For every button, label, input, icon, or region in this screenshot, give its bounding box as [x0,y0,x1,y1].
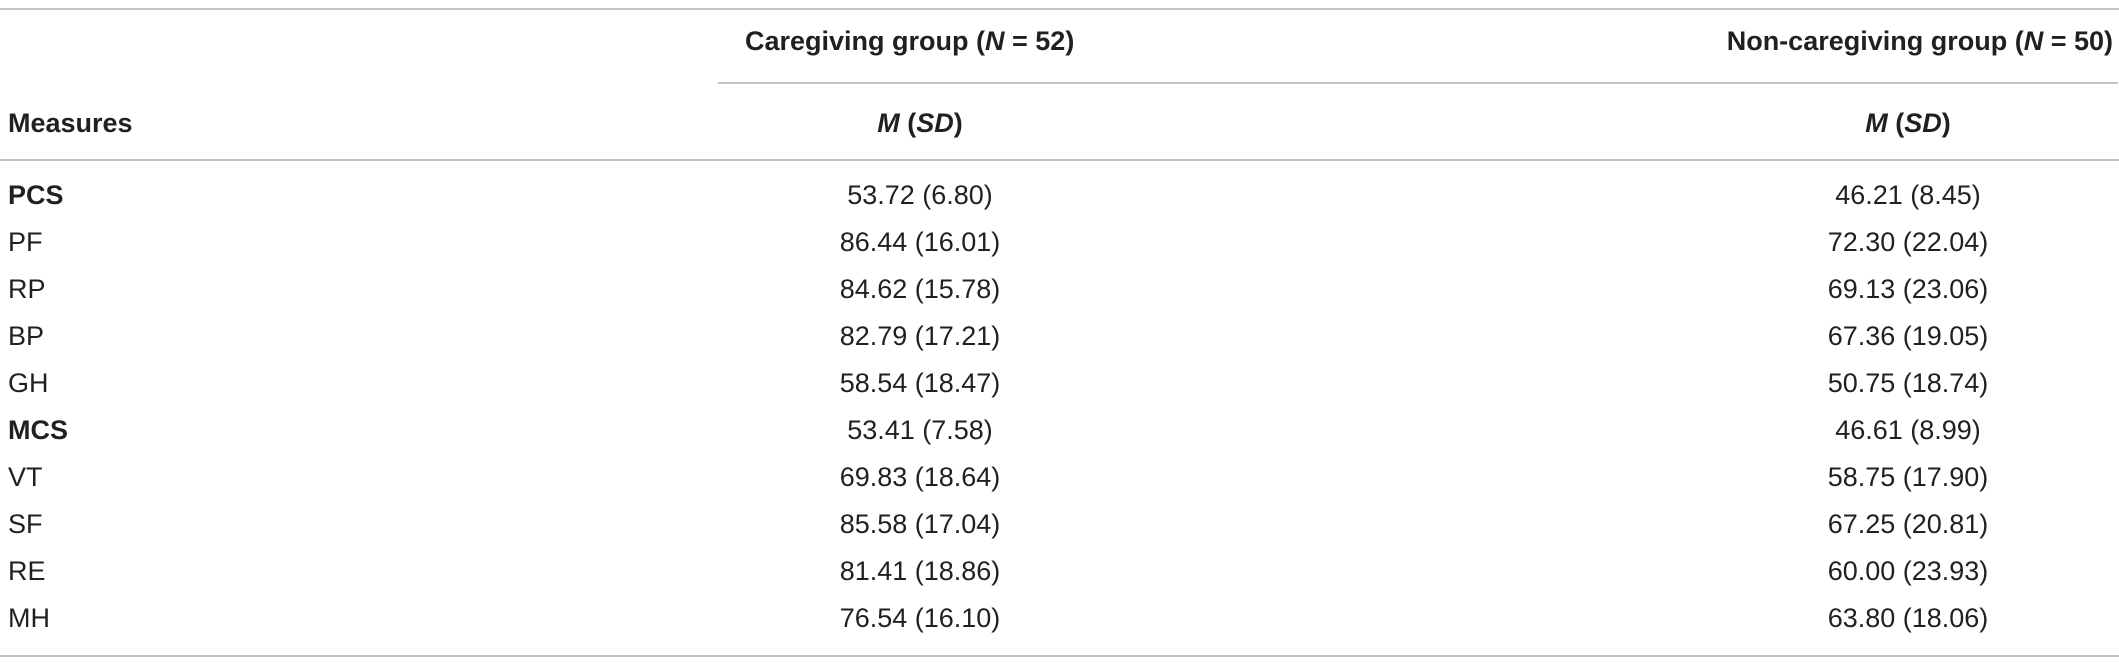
noncaregiving-value-cell: 67.25 (20.81) [1827,509,1989,539]
noncaregiving-value-cell: 50.75 (18.74) [1827,368,1989,398]
caregiving-value-cell: 53.41 (7.58) [847,415,993,445]
noncaregiving-value-cell: 46.61 (8.99) [1835,415,1981,445]
noncaregiving-value-cell: 46.21 (8.45) [1835,180,1981,210]
table-row: RP 84.62 (15.78) 69.13 (23.06) [0,264,2119,311]
caregiving-stat-open: ( [899,108,917,138]
caregiving-value-cell: 81.41 (18.86) [839,556,1001,586]
caregiving-stat-m: M [877,108,900,138]
noncaregiving-stat-m: M [1865,108,1888,138]
table-row: BP 82.79 (17.21) 67.36 (19.05) [0,311,2119,358]
caregiving-stat-sd: SD [916,108,954,138]
measure-cell: BP [8,321,45,351]
caregiving-value-cell: 53.72 (6.80) [847,180,993,210]
caregiving-value-cell: 86.44 (16.01) [839,227,1001,257]
top-rule [0,8,2119,10]
header-bottom-rule [0,159,2119,161]
table-row: GH 58.54 (18.47) 50.75 (18.74) [0,358,2119,405]
noncaregiving-value-cell: 58.75 (17.90) [1827,462,1989,492]
measure-cell: MH [8,603,50,633]
measure-cell: PF [8,227,43,257]
table-row: MH 76.54 (16.10) 63.80 (18.06) [0,593,2119,640]
caregiving-value-cell: 69.83 (18.64) [839,462,1001,492]
caregiving-stat-close: ) [953,108,963,138]
table-row: SF 85.58 (17.04) 67.25 (20.81) [0,499,2119,546]
noncaregiving-group-label: Non-caregiving group ( [1726,26,2024,56]
caregiving-value-cell: 82.79 (17.21) [839,321,1001,351]
measure-cell: SF [8,509,43,539]
noncaregiving-n-value: = 50) [2043,26,2113,56]
table-row: PCS 53.72 (6.80) 46.21 (8.45) [0,170,2119,217]
measure-cell: PCS [8,180,64,210]
caregiving-n-value: = 52) [1004,26,1075,56]
noncaregiving-group-header: Non-caregiving group (N = 50) [1727,26,2113,57]
noncaregiving-stat-open: ( [1887,108,1905,138]
caregiving-value-cell: 84.62 (15.78) [839,274,1001,304]
measure-cell: MCS [8,415,68,445]
noncaregiving-value-cell: 72.30 (22.04) [1827,227,1989,257]
noncaregiving-n-symbol: N [2023,26,2044,56]
table-row: PF 86.44 (16.01) 72.30 (22.04) [0,217,2119,264]
table-row: RE 81.41 (18.86) 60.00 (23.93) [0,546,2119,593]
measures-header: Measures [8,108,133,138]
caregiving-group-header: Caregiving group (N = 52) [745,26,1074,57]
table-row: MCS 53.41 (7.58) 46.61 (8.99) [0,405,2119,452]
noncaregiving-stat-sd: SD [1904,108,1942,138]
caregiving-group-label: Caregiving group ( [745,26,986,56]
caregiving-value-cell: 58.54 (18.47) [839,368,1001,398]
table-row: VT 69.83 (18.64) 58.75 (17.90) [0,452,2119,499]
group-header-rule [718,82,2118,84]
noncaregiving-value-cell: 60.00 (23.93) [1827,556,1989,586]
noncaregiving-value-cell: 63.80 (18.06) [1827,603,1989,633]
measure-cell: RE [8,556,46,586]
noncaregiving-value-cell: 69.13 (23.06) [1827,274,1989,304]
caregiving-value-cell: 85.58 (17.04) [839,509,1001,539]
measure-cell: VT [8,462,43,492]
noncaregiving-value-cell: 67.36 (19.05) [1827,321,1989,351]
caregiving-n-symbol: N [985,26,1005,56]
measure-cell: GH [8,368,49,398]
bottom-rule [0,655,2119,657]
noncaregiving-stat-close: ) [1941,108,1951,138]
caregiving-value-cell: 76.54 (16.10) [839,603,1001,633]
measure-cell: RP [8,274,46,304]
